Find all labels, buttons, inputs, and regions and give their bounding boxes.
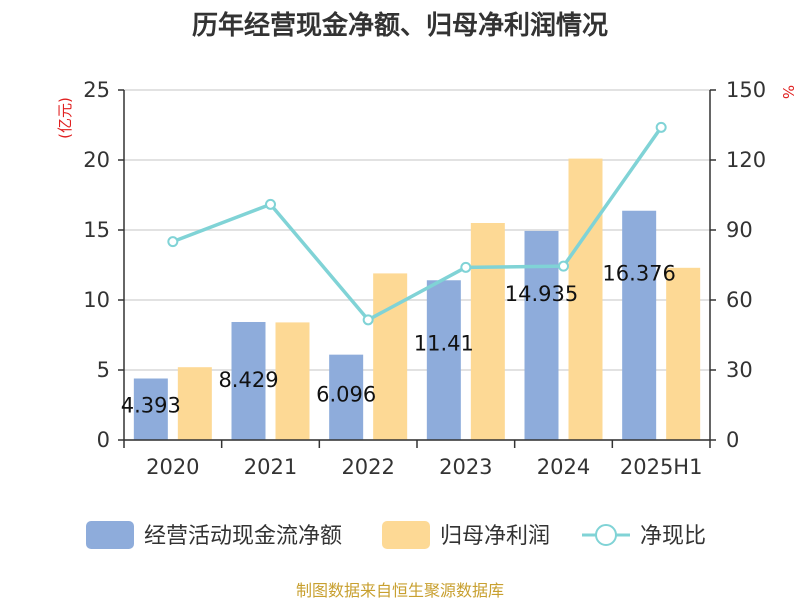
bar-cashflow [231,321,266,440]
bar-cashflow [133,378,168,440]
legend-label: 净现比 [640,524,706,549]
y-left-tick-label: 20 [83,148,110,172]
ratio-line [167,121,667,326]
legend: 经营活动现金流净额 归母净利润 净现比 [86,521,706,549]
y-right-tick-label: 150 [726,78,766,102]
bar-net-profit [666,267,701,440]
ratio-point [362,314,374,326]
bar-cashflow [622,210,657,440]
legend-swatch [86,521,134,549]
data-label: 4.393 [121,393,181,417]
data-label: 6.096 [316,383,376,407]
bar-cashflow [329,354,364,440]
y-left-tick-label: 5 [97,358,110,382]
bar-net-profit [470,223,505,440]
data-labels: 4.393 8.429 6.096 11.41 14.935 16.376 [121,262,676,418]
axes: 0 5 10 15 20 25 0 30 60 90 120 150 (亿元)% 2020 2021 2022… [56,78,797,479]
y-left-tick-label: 15 [83,218,110,242]
legend-swatch-marker [595,524,617,546]
y-right-unit-label: % [779,85,797,99]
ratio-point [655,121,667,133]
data-label: 11.41 [414,331,474,355]
bar-net-profit [275,322,310,440]
x-tick-label: 2021 [244,455,297,479]
y-left-tick-label: 25 [83,78,110,102]
legend-swatch [382,521,430,549]
source-note: 制图数据来自恒生聚源数据库 [296,581,504,600]
bars [133,158,701,440]
y-left-tick-label: 0 [97,428,110,452]
y-right-tick-label: 30 [726,358,753,382]
chart-title: 历年经营现金净额、归母净利润情况 [192,10,608,41]
legend-label: 归母净利润 [440,524,550,549]
ratio-point [460,261,472,273]
data-label: 14.935 [505,282,578,306]
y-left-unit-label: (亿元) [56,97,74,139]
x-tick-label: 2022 [341,455,394,479]
y-right-tick-label: 0 [726,428,739,452]
ratio-point [265,198,276,210]
x-tick-label: 2025H1 [620,455,703,479]
ratio-point [558,260,569,272]
ratio-point [167,236,179,248]
bar-net-profit [373,273,408,440]
bar-cashflow [426,280,461,440]
y-left-tick-label: 10 [83,288,110,312]
y-right-tick-label: 90 [726,218,753,242]
bar-net-profit [177,367,212,440]
ratio-line-path [172,126,663,322]
data-label: 8.429 [218,368,278,392]
bar-cashflow [524,230,559,440]
x-tick-label: 2023 [439,455,492,479]
legend-label: 经营活动现金流净额 [144,524,342,549]
y-right-tick-label: 120 [726,148,766,172]
x-tick-label: 2020 [146,455,199,479]
x-tick-label: 2024 [537,455,590,479]
y-right-tick-label: 60 [726,288,753,312]
data-label: 16.376 [602,262,675,286]
bar-net-profit [568,158,603,440]
